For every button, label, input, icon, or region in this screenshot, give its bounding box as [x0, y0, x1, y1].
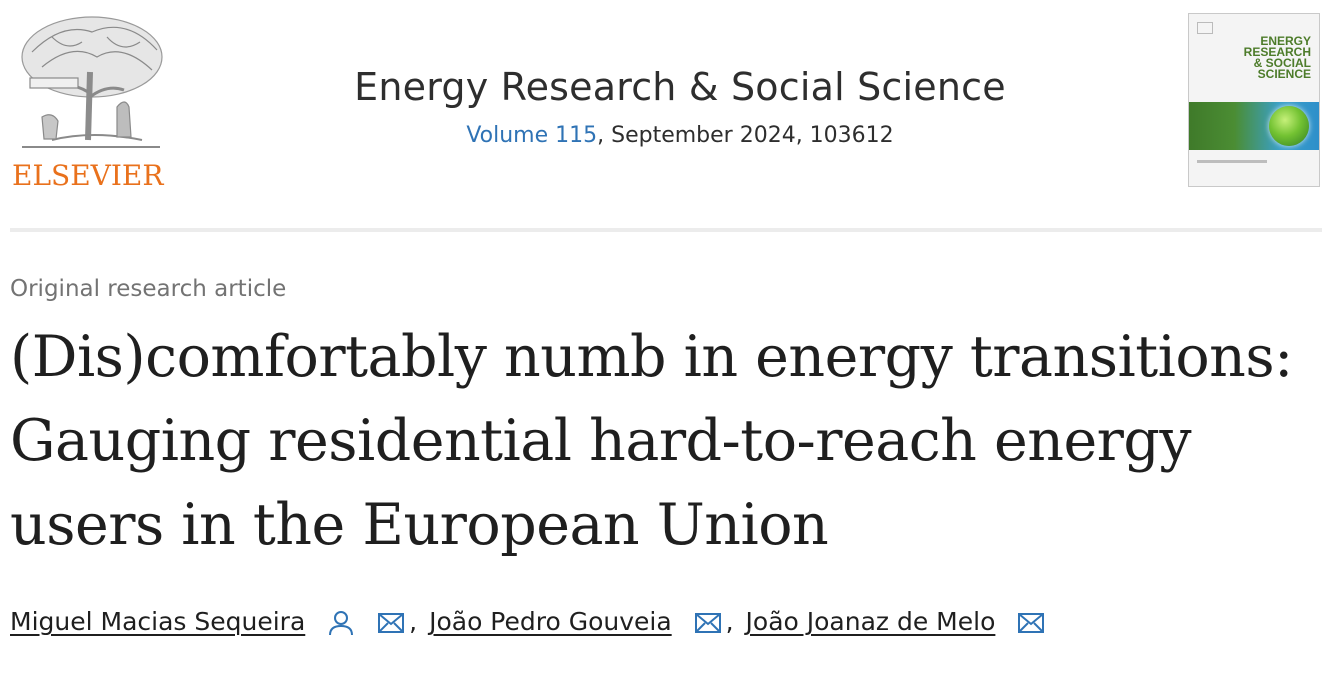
article-type: Original research article — [10, 276, 287, 302]
envelope-icon[interactable] — [377, 612, 405, 634]
journal-cover-thumbnail[interactable]: ENERGY RESEARCH & SOCIAL SCIENCE — [1188, 13, 1320, 187]
elsevier-tree-logo[interactable] — [12, 12, 170, 157]
author-separator: , — [409, 607, 418, 636]
issue-line: Volume 115, September 2024, 103612 — [260, 122, 1100, 150]
journal-header: ELSEVIER Energy Research & Social Scienc… — [0, 0, 1344, 230]
header-divider — [10, 228, 1322, 232]
elsevier-wordmark[interactable]: ELSEVIER — [12, 159, 164, 192]
volume-link[interactable]: Volume 115 — [466, 123, 598, 148]
author-link[interactable]: João Joanaz de Melo — [745, 607, 996, 636]
journal-title[interactable]: Energy Research & Social Science — [354, 65, 1006, 109]
cover-title: ENERGY RESEARCH & SOCIAL SCIENCE — [1243, 34, 1311, 81]
envelope-icon[interactable] — [1017, 612, 1045, 634]
person-icon[interactable] — [327, 609, 355, 637]
author-link[interactable]: Miguel Macias Sequeira — [10, 607, 306, 636]
cover-title-line: RESEARCH — [1243, 45, 1311, 59]
cover-title-line: & SOCIAL — [1253, 56, 1311, 70]
cover-globe-image — [1269, 106, 1309, 146]
author-list: Miguel Macias Sequeira , João Pedro Gouv… — [10, 602, 1045, 642]
cover-title-line: SCIENCE — [1257, 67, 1311, 81]
cover-title-line: ENERGY — [1260, 34, 1311, 48]
issue-details: , September 2024, 103612 — [597, 123, 894, 148]
journal-info: Energy Research & Social Science Volume … — [260, 62, 1100, 150]
cover-footer-line — [1197, 160, 1267, 163]
envelope-icon[interactable] — [694, 612, 722, 634]
author-separator: , — [725, 607, 734, 636]
cover-publisher-mark — [1197, 22, 1213, 34]
author-link[interactable]: João Pedro Gouveia — [429, 607, 672, 636]
article-title: (Dis)comfortably numb in energy transiti… — [10, 324, 1293, 558]
